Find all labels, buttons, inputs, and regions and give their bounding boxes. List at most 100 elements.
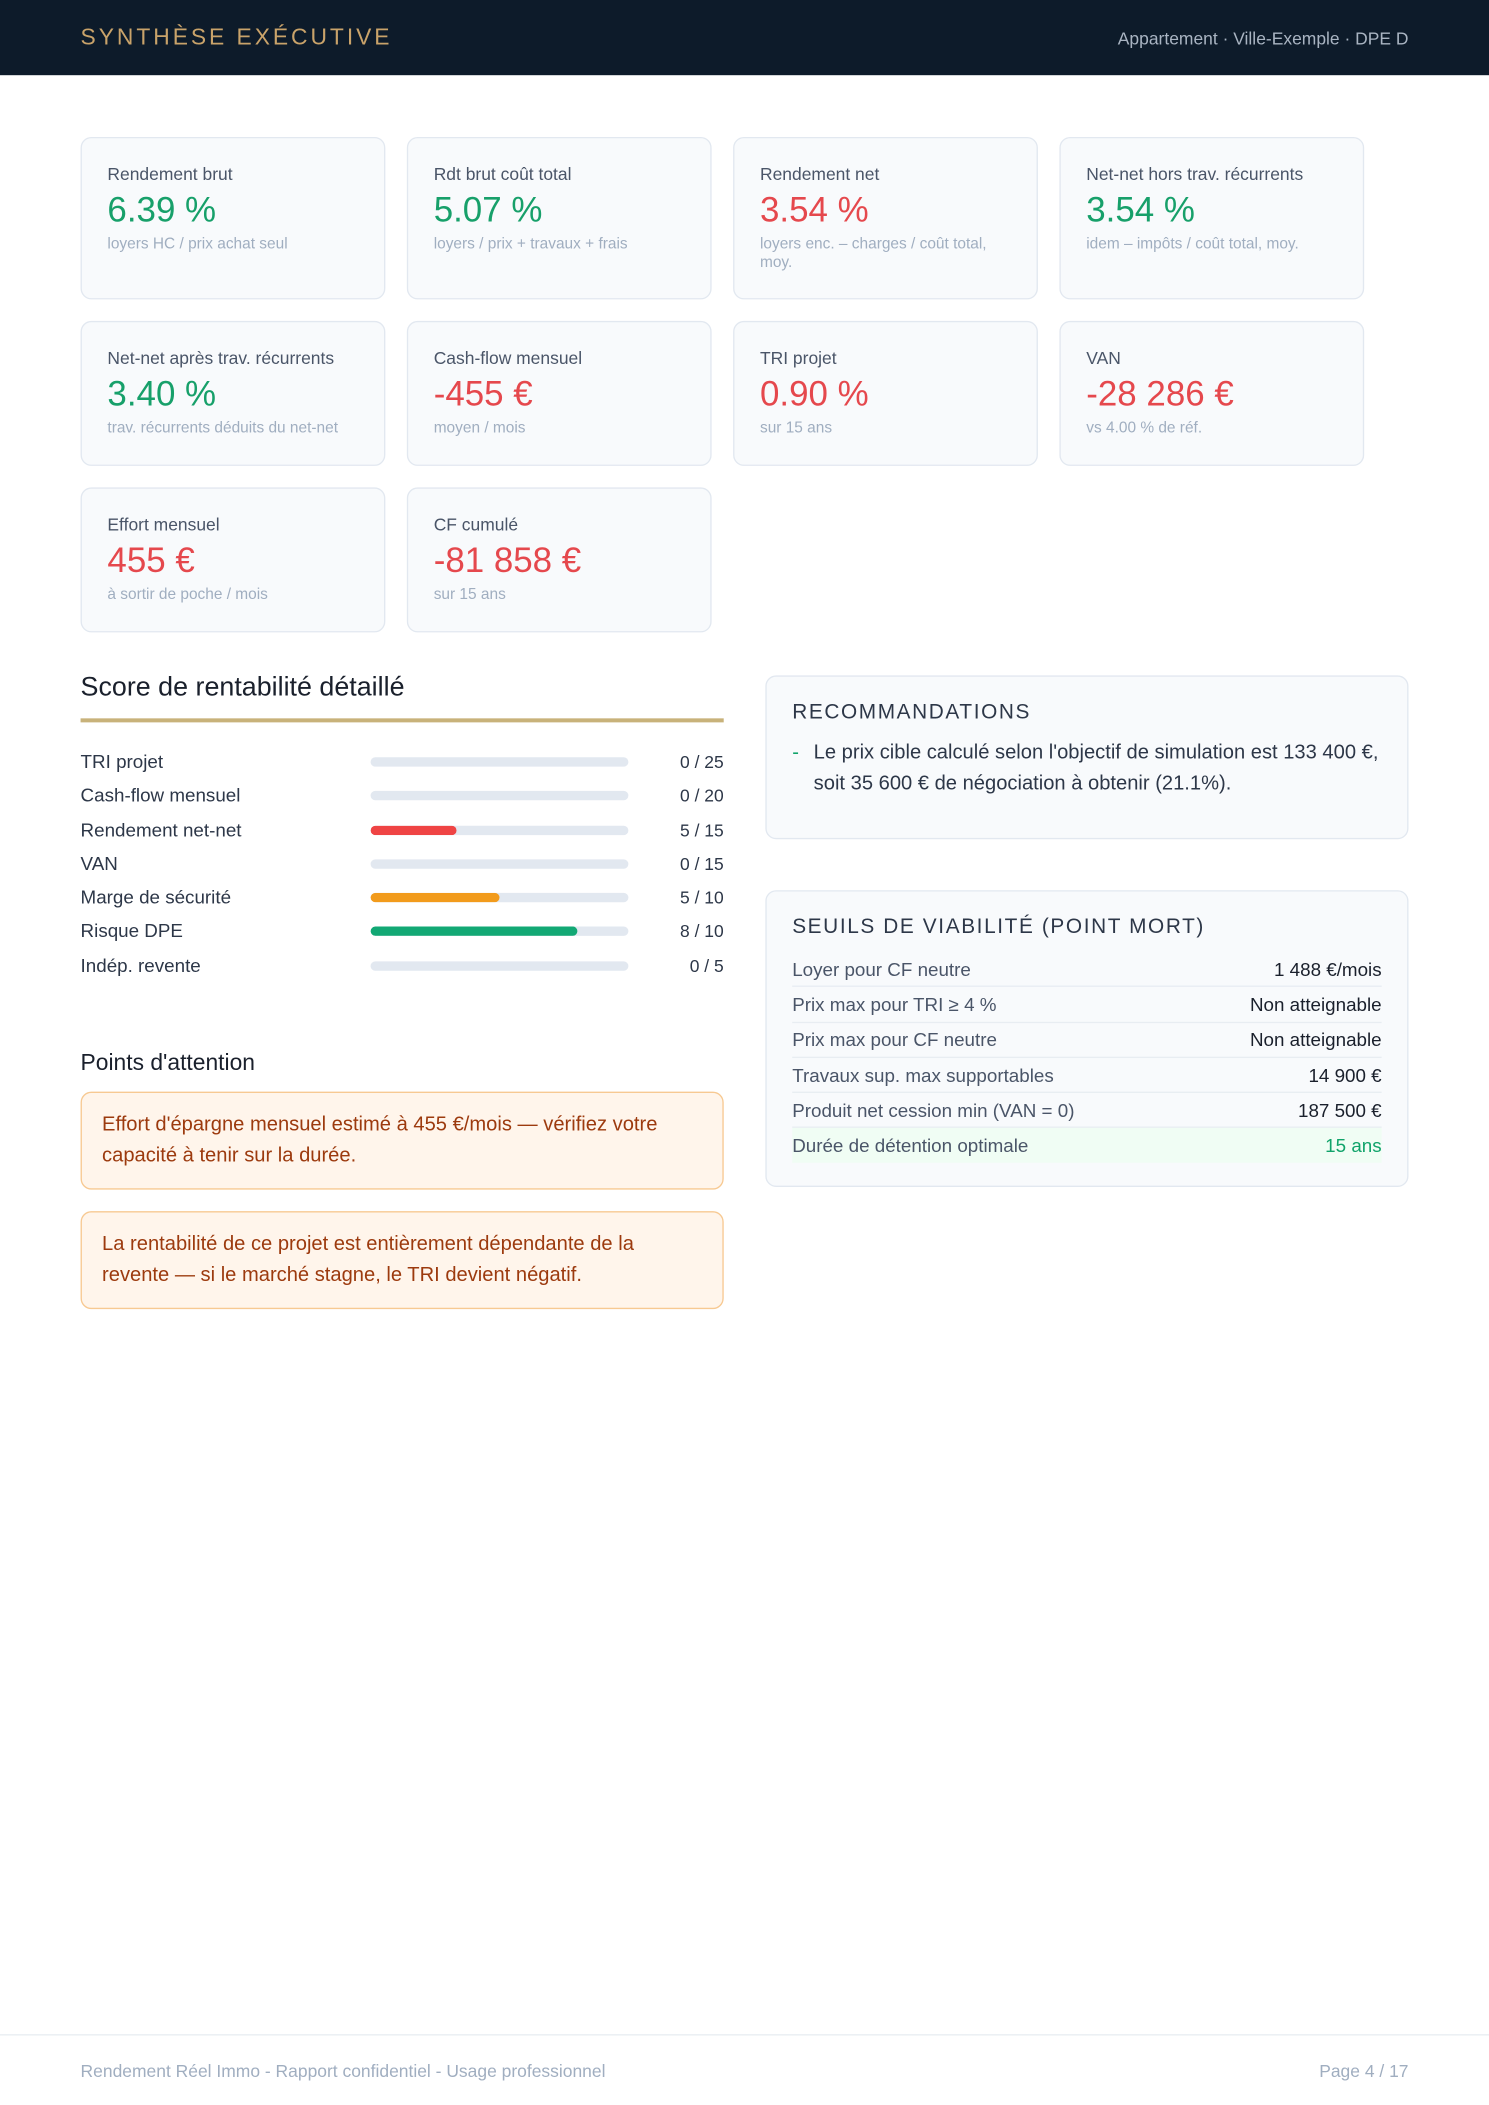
kpi-label: VAN xyxy=(1086,347,1121,368)
kpi-card: Net-net hors trav. récurrents 3.54 % idem … xyxy=(1059,136,1365,300)
kpi-card: Cash-flow mensuel -455 € moyen / mois xyxy=(406,320,712,466)
kpi-label: Rdt brut coût total xyxy=(433,163,572,184)
score-track xyxy=(370,757,629,767)
alert-box: Effort d'épargne mensuel estimé à 455 €/… xyxy=(80,1091,724,1190)
kpi-card: Rendement brut 6.39 % loyers HC / prix ach… xyxy=(80,136,386,300)
score-value: 5 / 10 xyxy=(680,887,724,908)
section-title: Points d'attention xyxy=(80,1049,255,1076)
score-track xyxy=(370,825,629,835)
score-label: Risque DPE xyxy=(80,920,183,942)
kpi-note: vs 4.00 % de réf. xyxy=(1086,420,1203,437)
kpi-note: à sortir de poche / mois xyxy=(107,586,268,603)
score-row: TRI projet 0 / 25 xyxy=(81,747,724,781)
header-meta: Appartement · Ville-Exemple · DPE D xyxy=(1117,28,1409,49)
kpi-value: -455 € xyxy=(433,373,533,414)
score-value: 0 / 25 xyxy=(680,751,724,773)
kpi-label: CF cumulé xyxy=(433,514,519,535)
kpi-label: TRI projet xyxy=(759,347,837,368)
kpi-note: idem – impôts / coût total, moy. xyxy=(1086,236,1299,253)
viability-row: Loyer pour CF neutre 1 488 €/mois xyxy=(792,952,1382,988)
alert-box: La rentabilité de ce projet est entièrem… xyxy=(80,1211,724,1310)
score-bar xyxy=(370,927,577,937)
score-track xyxy=(370,791,629,801)
panel-title: SEUILS DE VIABILITÉ (POINT MORT) xyxy=(792,915,1205,939)
score-track xyxy=(370,893,629,903)
score-value: 8 / 10 xyxy=(680,921,724,942)
kpi-grid: Rendement brut 6.39 % loyers HC / prix ach… xyxy=(80,136,1365,633)
score-label: Rendement net-net xyxy=(80,818,242,840)
kpi-label: Net-net hors trav. récurrents xyxy=(1086,163,1304,184)
score-row: Cash-flow mensuel 0 / 20 xyxy=(81,781,724,815)
viability-row: Prix max pour TRI ≥ 4 % Non atteignable xyxy=(792,987,1382,1023)
panel-title: RECOMMANDATIONS xyxy=(792,700,1032,724)
score-label: Cash-flow mensuel xyxy=(80,784,241,807)
viability-value: 187 500 € xyxy=(1297,1099,1382,1121)
score-row: Rendement net-net 5 / 15 xyxy=(81,814,724,848)
score-value: 0 / 20 xyxy=(680,785,724,807)
viability-label: Produit net cession min (VAN = 0) xyxy=(792,1099,1075,1121)
score-track xyxy=(370,927,629,937)
viability-row: Durée de détention optimale 15 ans xyxy=(792,1128,1382,1163)
footer: Rendement Réel Immo - Rapport confidenti… xyxy=(0,2034,1489,2081)
kpi-label: Rendement net xyxy=(759,163,880,184)
kpi-card: CF cumulé -81 858 € sur 15 ans xyxy=(406,487,712,633)
score-track xyxy=(370,961,629,971)
score-label: Marge de sécurité xyxy=(80,886,232,908)
kpi-note: sur 15 ans xyxy=(433,586,506,603)
recommendation-list: Le prix cible calculé selon l'objectif d… xyxy=(792,737,1381,799)
viability-value: 14 900 € xyxy=(1308,1064,1382,1086)
score-value: 5 / 15 xyxy=(680,819,724,840)
kpi-card: VAN -28 286 € vs 4.00 % de réf. xyxy=(1059,320,1365,466)
kpi-note: loyers / prix + travaux + frais xyxy=(433,236,628,253)
score-value: 0 / 15 xyxy=(680,853,724,874)
kpi-card: TRI projet 0.90 % sur 15 ans xyxy=(733,320,1038,466)
score-bar xyxy=(370,893,500,903)
kpi-value: 455 € xyxy=(107,539,195,581)
score-track xyxy=(370,859,629,869)
kpi-card: Rdt brut coût total 5.07 % loyers / prix +… xyxy=(406,136,712,300)
kpi-label: Effort mensuel xyxy=(107,514,220,535)
recommendation: Le prix cible calculé selon l'objectif d… xyxy=(792,737,1381,799)
viability-row: Produit net cession min (VAN = 0) 187 500… xyxy=(792,1093,1382,1129)
score-bar xyxy=(370,825,457,835)
score-row: Marge de sécurité 5 / 10 xyxy=(81,882,724,916)
kpi-label: Cash-flow mensuel xyxy=(433,347,583,368)
kpi-card: Rendement net 3.54 % loyers enc. – charges… xyxy=(733,136,1038,300)
score-row: Indép. revente 0 / 5 xyxy=(81,950,724,984)
kpi-note: sur 15 ans xyxy=(759,420,833,437)
viability-table: Loyer pour CF neutre 1 488 €/mois Prix max… xyxy=(792,952,1382,1163)
kpi-card: Net-net après trav. récurrents 3.40 % trav… xyxy=(80,320,386,466)
kpi-value: -81 858 € xyxy=(433,539,582,581)
viability-label: Travaux sup. max supportables xyxy=(792,1064,1054,1086)
kpi-label: Rendement brut xyxy=(107,163,233,184)
kpi-note: trav. récurrents déduits du net-net xyxy=(107,420,339,437)
kpi-value: 0.90 % xyxy=(759,373,869,414)
viability-label: Durée de détention optimale xyxy=(792,1134,1029,1157)
header-title: SYNTHÈSE EXÉCUTIVE xyxy=(80,24,393,50)
header: SYNTHÈSE EXÉCUTIVE Appartement · Ville-E… xyxy=(0,0,1489,76)
viability-label: Loyer pour CF neutre xyxy=(792,958,971,980)
score-label: Indép. revente xyxy=(80,954,201,976)
viability-panel: SEUILS DE VIABILITÉ (POINT MORT) Loyer p… xyxy=(765,890,1409,1187)
viability-label: Prix max pour TRI ≥ 4 % xyxy=(792,993,997,1015)
section-title: Score de rentabilité détaillé xyxy=(80,673,724,723)
kpi-value: 3.40 % xyxy=(107,373,217,414)
viability-value: 15 ans xyxy=(1325,1134,1382,1157)
kpi-value: 3.54 % xyxy=(1086,189,1195,230)
kpi-value: 6.39 % xyxy=(107,189,217,230)
kpi-note: loyers enc. – charges / coût total, moy. xyxy=(759,236,987,272)
viability-label: Prix max pour CF neutre xyxy=(792,1028,997,1051)
score-label: VAN xyxy=(80,852,118,874)
kpi-card: Effort mensuel 455 € à sortir de poche / m… xyxy=(80,487,386,633)
kpi-label: Net-net après trav. récurrents xyxy=(107,347,335,368)
score-label: TRI projet xyxy=(80,750,164,773)
viability-value: Non atteignable xyxy=(1249,1028,1382,1051)
viability-row: Prix max pour CF neutre Non atteignable xyxy=(792,1023,1382,1058)
kpi-value: 5.07 % xyxy=(433,189,543,230)
page-number: Page 4 / 17 xyxy=(1319,2061,1409,2082)
score-value: 0 / 5 xyxy=(689,955,724,976)
footer-text: Rendement Réel Immo - Rapport confidenti… xyxy=(80,2061,606,2082)
score-row: Risque DPE 8 / 10 xyxy=(81,916,724,950)
